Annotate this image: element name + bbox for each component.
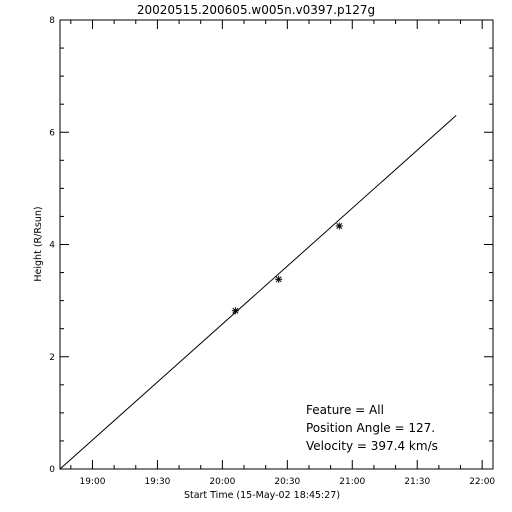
x-axis-label: Start Time (15-May-02 18:45:27) bbox=[184, 490, 340, 501]
x-tick-label: 19:30 bbox=[144, 477, 170, 487]
x-tick-label: 20:30 bbox=[274, 477, 300, 487]
y-tick-label: 6 bbox=[49, 128, 55, 138]
x-tick-label: 20:00 bbox=[209, 477, 235, 487]
fit-line bbox=[59, 115, 457, 470]
x-tick-label: 22:00 bbox=[469, 477, 495, 487]
y-tick-label: 4 bbox=[49, 241, 55, 251]
annotation-feature: Feature = All bbox=[306, 403, 384, 417]
data-point bbox=[335, 222, 343, 230]
x-tick-label: 19:00 bbox=[80, 477, 106, 487]
annotation-velocity: Velocity = 397.4 km/s bbox=[306, 439, 438, 453]
x-tick-label: 21:30 bbox=[404, 477, 430, 487]
plot-frame bbox=[59, 19, 494, 470]
annotation-position-angle: Position Angle = 127. bbox=[306, 421, 435, 435]
y-tick-label: 0 bbox=[49, 465, 55, 475]
y-tick-label: 2 bbox=[49, 353, 55, 363]
x-axis: 19:00 19:30 20:00 20:30 21:00 21:30 22:00 bbox=[70, 20, 495, 487]
y-axis-label: Height (R/Rsun) bbox=[33, 206, 44, 281]
plot-area bbox=[59, 115, 457, 470]
chart-title: 20020515.200605.w005n.v0397.p127g bbox=[137, 3, 375, 17]
y-axis: 0 2 4 6 8 bbox=[49, 16, 493, 475]
x-tick-label: 21:00 bbox=[339, 477, 365, 487]
y-tick-label: 8 bbox=[49, 16, 55, 26]
data-point bbox=[275, 275, 283, 283]
